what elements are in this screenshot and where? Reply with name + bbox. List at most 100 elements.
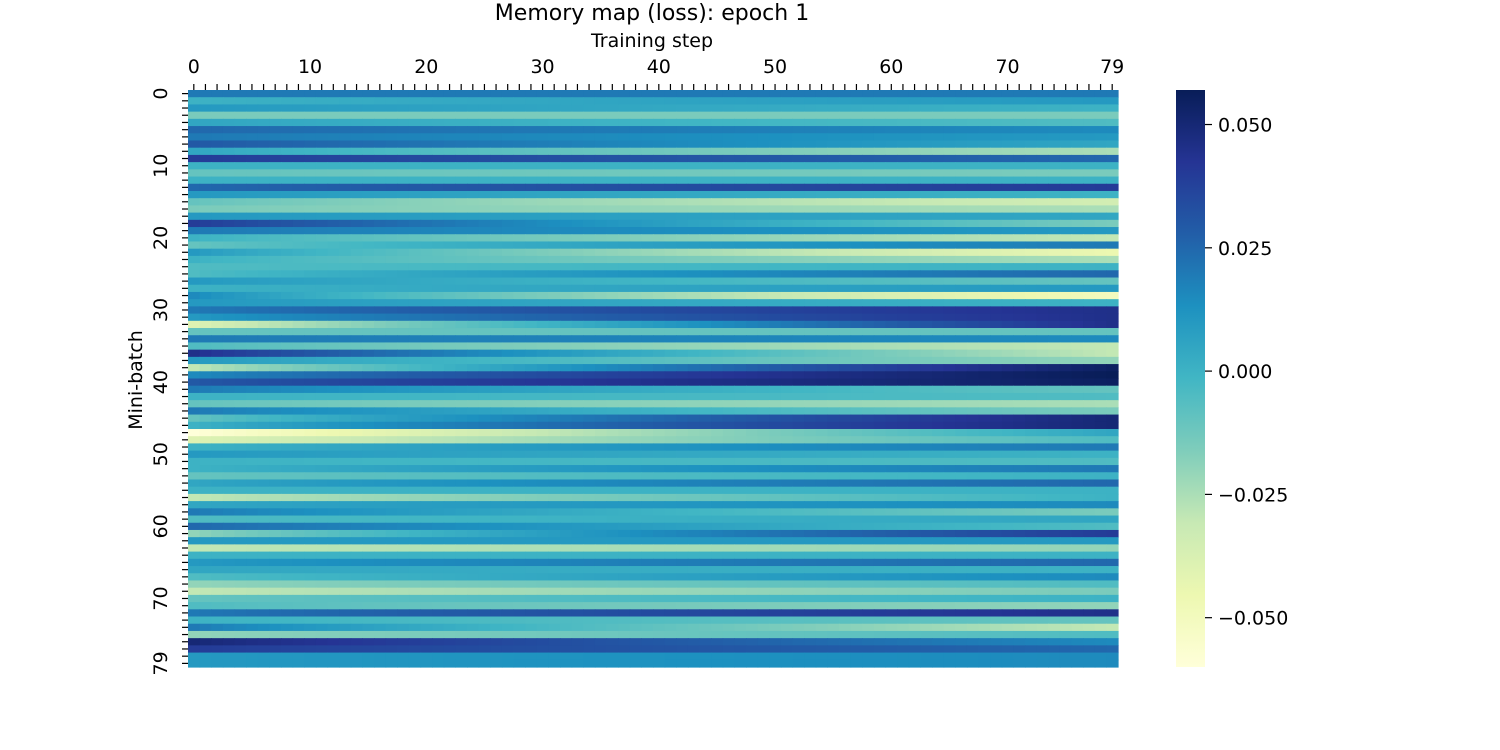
heatmap-cell xyxy=(664,118,677,127)
heatmap-cell xyxy=(804,378,817,387)
heatmap-cell xyxy=(1071,263,1084,271)
heatmap-cell xyxy=(548,154,561,163)
heatmap-cell xyxy=(443,493,456,502)
heatmap-cell xyxy=(769,486,782,495)
heatmap-cell xyxy=(199,162,212,170)
heatmap-cell xyxy=(432,205,445,214)
heatmap-cell xyxy=(467,407,480,416)
heatmap-cell xyxy=(222,306,236,315)
heatmap-cell xyxy=(966,162,980,170)
heatmap-cell xyxy=(281,349,294,358)
heatmap-cell xyxy=(397,190,410,199)
heatmap-cell xyxy=(327,450,340,459)
heatmap-cell xyxy=(618,104,631,113)
heatmap-cell xyxy=(757,472,770,481)
heatmap-cell xyxy=(339,457,352,466)
heatmap-cell xyxy=(792,392,805,401)
heatmap-cell xyxy=(222,190,236,199)
heatmap-cell xyxy=(408,154,422,163)
heatmap-cell xyxy=(560,133,573,142)
heatmap-cell xyxy=(246,450,259,459)
heatmap-cell xyxy=(676,342,689,351)
heatmap-cell xyxy=(932,479,945,488)
heatmap-cell xyxy=(374,320,387,329)
heatmap-cell xyxy=(862,219,875,228)
heatmap-cell xyxy=(815,133,828,142)
heatmap-cell xyxy=(943,522,956,531)
heatmap-cell xyxy=(629,90,642,98)
heatmap-cell xyxy=(769,529,782,538)
heatmap-cell xyxy=(1025,472,1038,481)
heatmap-cell xyxy=(1094,371,1107,380)
heatmap-cell xyxy=(606,465,619,473)
heatmap-cell xyxy=(1013,299,1026,307)
heatmap-cell xyxy=(850,291,863,300)
heatmap-cell xyxy=(827,118,840,127)
heatmap-cell xyxy=(443,133,456,142)
heatmap-cell xyxy=(594,501,608,509)
heatmap-cell xyxy=(1106,270,1119,279)
heatmap-cell xyxy=(873,270,887,279)
heatmap-cell xyxy=(478,371,491,380)
heatmap-cell xyxy=(920,385,933,394)
heatmap-cell xyxy=(1106,284,1119,293)
heatmap-cell xyxy=(420,270,433,279)
heatmap-cell xyxy=(501,356,515,365)
heatmap-cell xyxy=(780,371,794,380)
heatmap-cell xyxy=(408,364,422,372)
heatmap-cell xyxy=(897,522,910,531)
heatmap-cell xyxy=(746,263,759,271)
heatmap-cell xyxy=(188,335,201,344)
heatmap-cell xyxy=(304,537,317,545)
heatmap-cell xyxy=(711,479,724,488)
heatmap-cell xyxy=(722,508,735,517)
x-axis-label: Training step xyxy=(590,30,713,52)
heatmap-cell xyxy=(885,313,898,322)
heatmap-cell xyxy=(734,493,747,502)
heatmap-cell xyxy=(560,529,573,538)
heatmap-cell xyxy=(222,277,236,286)
heatmap-cell xyxy=(897,205,910,214)
heatmap-cell xyxy=(1094,349,1107,358)
heatmap-cell xyxy=(734,162,747,170)
heatmap-cell xyxy=(955,277,968,286)
heatmap-cell xyxy=(455,378,468,387)
heatmap-cell xyxy=(618,529,631,538)
heatmap-cell xyxy=(1001,205,1014,214)
heatmap-cell xyxy=(943,335,956,344)
heatmap-cell xyxy=(315,465,329,473)
heatmap-cell xyxy=(467,277,480,286)
heatmap-cell xyxy=(513,508,526,517)
heatmap-cell xyxy=(188,263,201,271)
heatmap-cell xyxy=(804,342,817,351)
heatmap-cell xyxy=(746,111,759,120)
heatmap-cell xyxy=(478,291,491,300)
heatmap-cell xyxy=(420,227,433,235)
heatmap-cell xyxy=(699,400,712,408)
heatmap-cell xyxy=(839,400,852,408)
heatmap-cell xyxy=(432,154,445,163)
heatmap-cell xyxy=(1083,133,1096,142)
heatmap-cell xyxy=(664,219,677,228)
heatmap-cell xyxy=(257,385,270,394)
heatmap-cell xyxy=(374,457,387,466)
heatmap-cell xyxy=(571,385,584,394)
heatmap-cell xyxy=(943,501,956,509)
heatmap-cell xyxy=(1106,342,1119,351)
heatmap-cell xyxy=(397,371,410,380)
heatmap-cell xyxy=(1071,342,1084,351)
heatmap-cell xyxy=(885,501,898,509)
heatmap-cell xyxy=(188,522,201,531)
heatmap-cell xyxy=(699,515,712,524)
heatmap-cell xyxy=(339,371,352,380)
heatmap-cell xyxy=(862,436,875,445)
heatmap-cell xyxy=(269,90,282,98)
heatmap-cell xyxy=(420,154,433,163)
heatmap-cell xyxy=(978,111,991,120)
heatmap-cell xyxy=(560,291,573,300)
heatmap-cell xyxy=(339,299,352,307)
heatmap-cell xyxy=(1048,97,1061,106)
heatmap-cell xyxy=(420,147,433,156)
heatmap-cell xyxy=(1083,205,1096,214)
heatmap-cell xyxy=(362,255,375,264)
